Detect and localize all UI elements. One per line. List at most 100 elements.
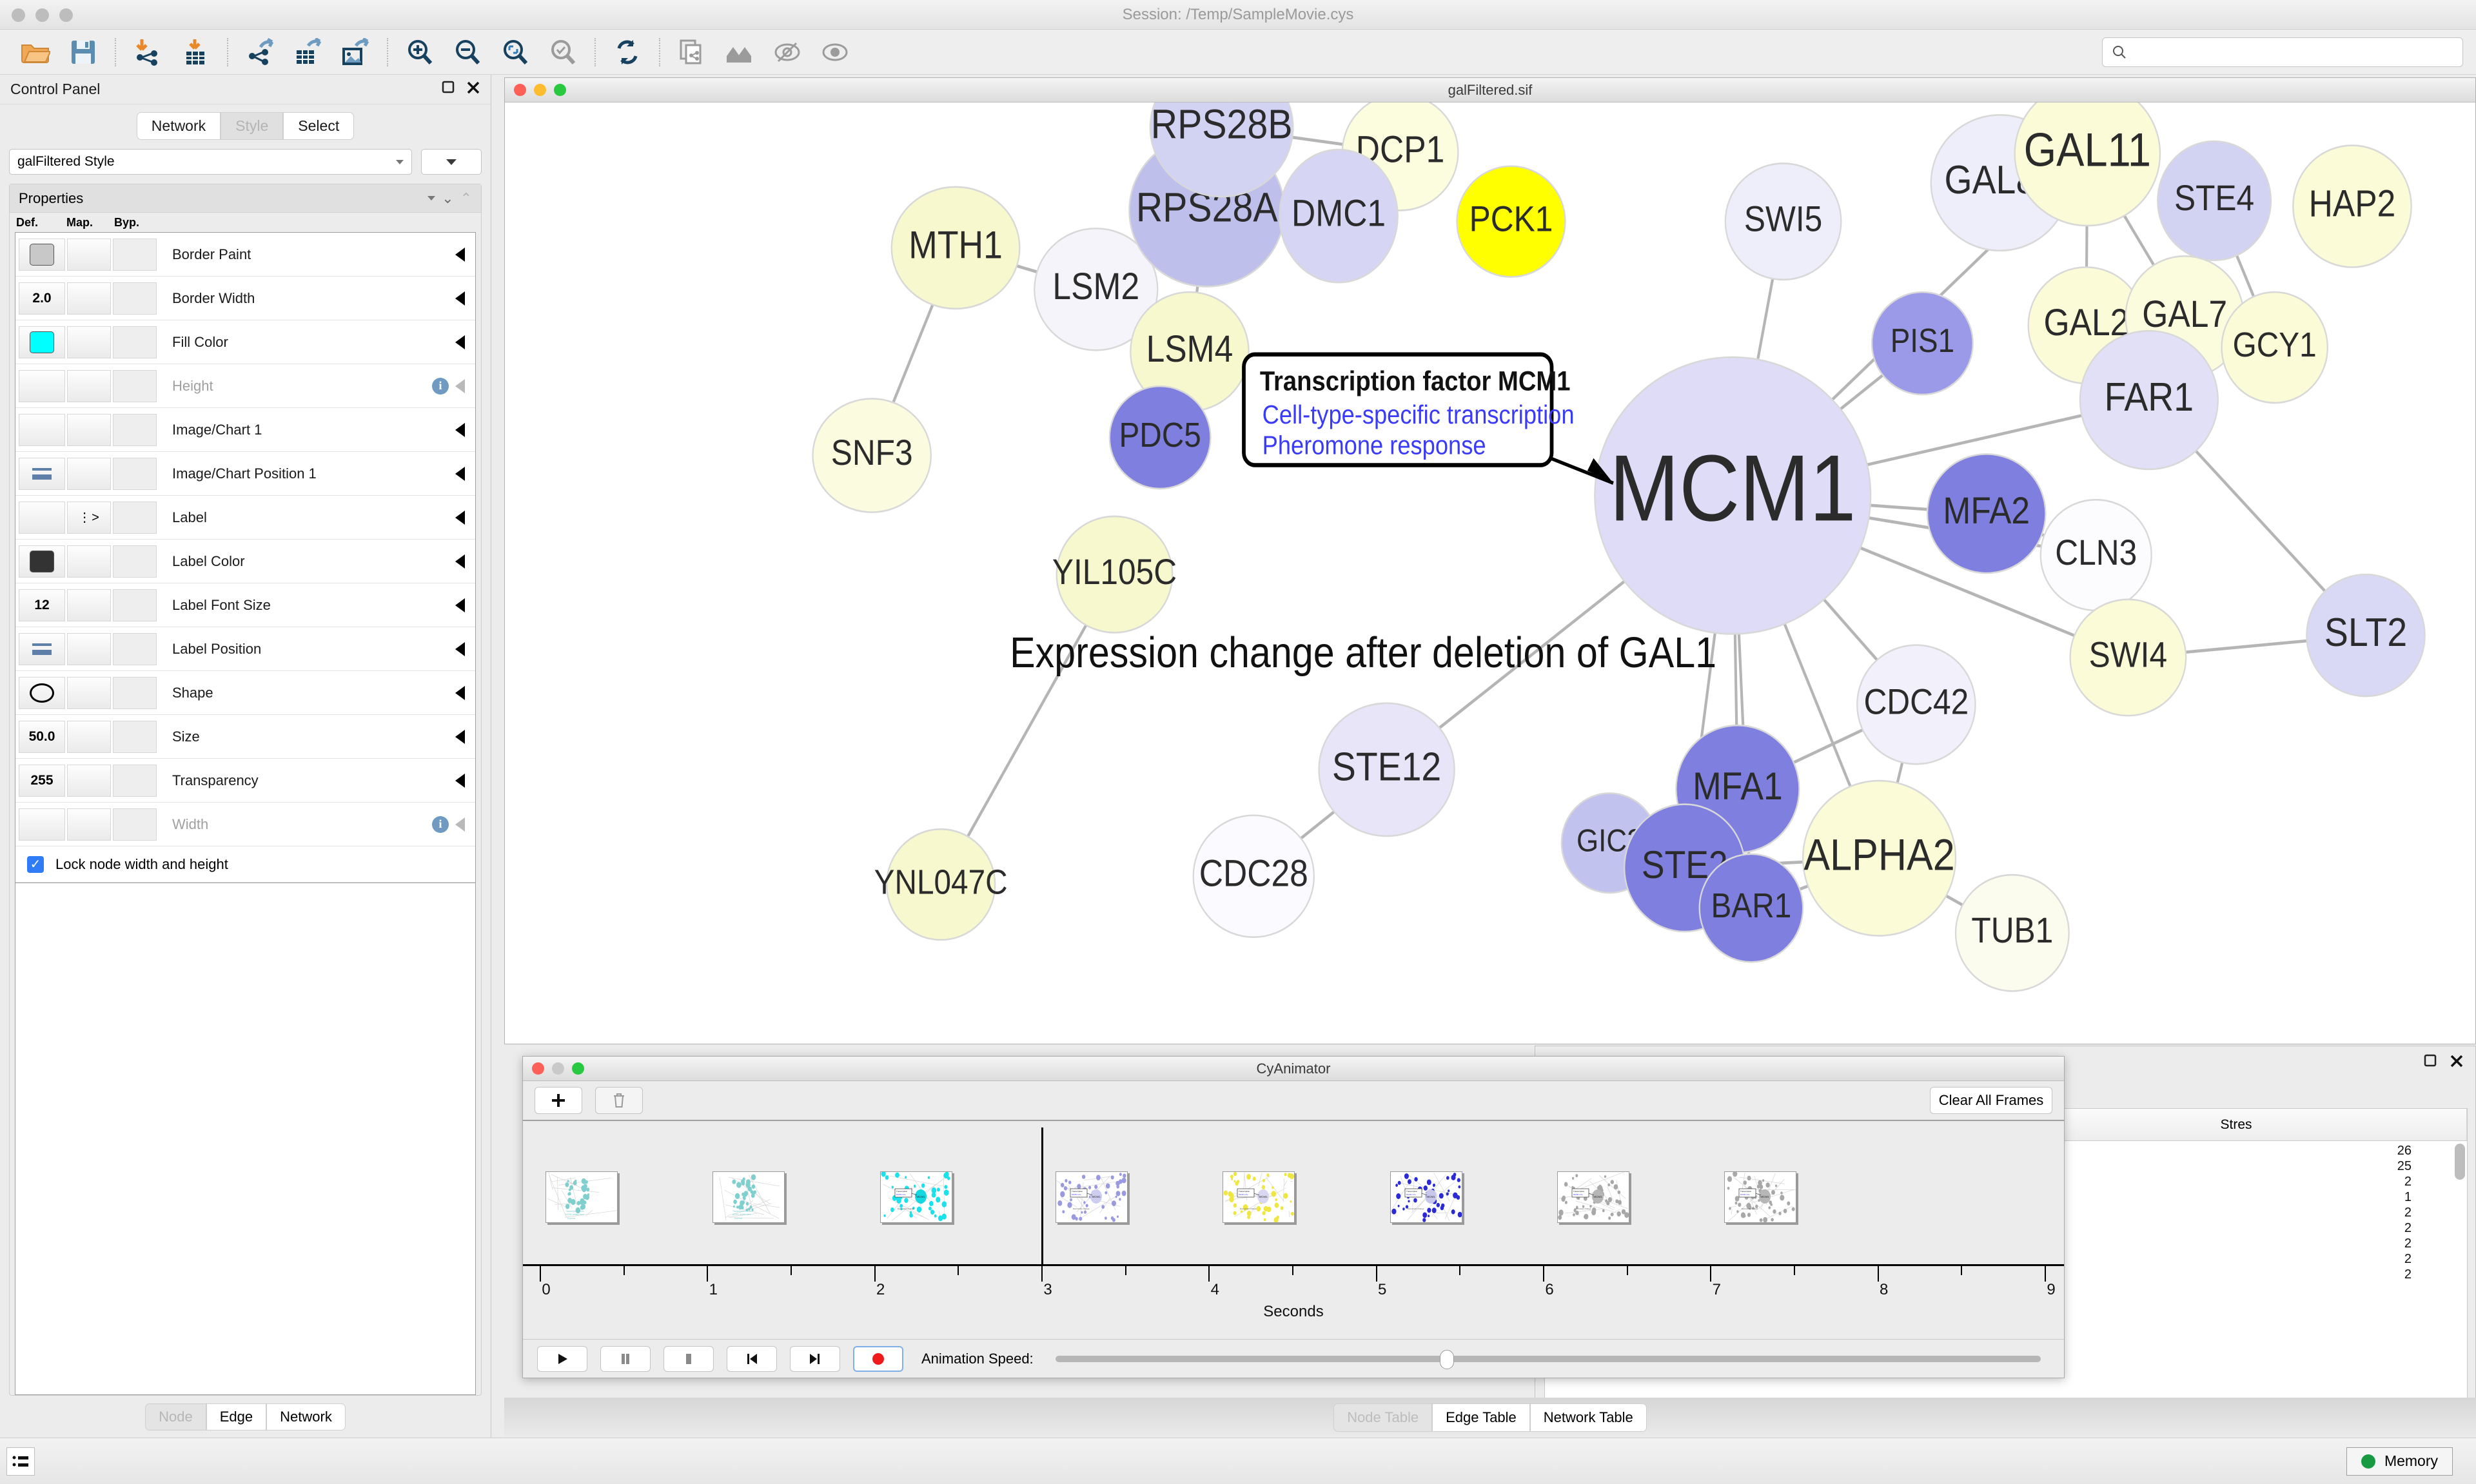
zoom-fit-icon[interactable]	[496, 34, 534, 71]
network-edge[interactable]	[939, 573, 1116, 886]
network-canvas[interactable]: MTH1 SNF3 LSM2 LSM4 RPS28A RPS28B DCP1 DMC1 PCK1…	[505, 103, 2475, 1044]
tab-node-table[interactable]: Node Table	[1333, 1403, 1433, 1432]
mapping-cell[interactable]	[67, 676, 111, 709]
column-header-stress[interactable]: Stres	[2006, 1109, 2467, 1140]
table-row[interactable]: 2	[1545, 1175, 2467, 1190]
expand-arrow-icon[interactable]	[455, 641, 465, 656]
default-value-cell[interactable]: 12	[19, 589, 65, 621]
expand-all-icon[interactable]: ⌄	[442, 190, 454, 206]
export-image-icon[interactable]	[337, 34, 374, 71]
mapping-cell[interactable]	[67, 457, 111, 490]
network-node[interactable]: CDC42	[1856, 644, 1976, 765]
first-neighbors-icon[interactable]	[721, 34, 758, 71]
mapping-cell[interactable]	[67, 632, 111, 665]
network-node[interactable]: PDC5	[1108, 385, 1212, 490]
table-row[interactable]: 1	[1545, 1190, 2467, 1206]
table-row[interactable]: Image/Chart Position 1	[15, 452, 475, 496]
network-close-button[interactable]	[514, 84, 526, 96]
network-node[interactable]: LSM4	[1130, 291, 1250, 413]
table-row[interactable]: Fill Color	[15, 320, 475, 364]
mapping-cell[interactable]	[67, 764, 111, 797]
table-row[interactable]: 25	[1545, 1159, 2467, 1175]
memory-status-button[interactable]: Memory	[2346, 1447, 2453, 1476]
slider-thumb[interactable]	[1439, 1349, 1454, 1369]
hide-selected-icon[interactable]	[769, 34, 806, 71]
network-node[interactable]: YIL105C	[1052, 515, 1177, 634]
network-node[interactable]: YNL047C	[874, 828, 1008, 941]
timeline-frame-thumbnail[interactable]: Transcription factor MCM1 details here Exp…	[545, 1171, 618, 1223]
default-value-cell[interactable]	[19, 632, 65, 665]
play-button[interactable]	[537, 1345, 587, 1372]
stop-button[interactable]	[663, 1345, 714, 1372]
info-icon[interactable]: i	[432, 377, 449, 395]
add-frame-button[interactable]	[535, 1087, 582, 1114]
default-value-cell[interactable]	[19, 457, 65, 490]
delete-frame-button[interactable]	[595, 1087, 643, 1114]
bypass-cell[interactable]	[113, 764, 157, 797]
zoom-in-icon[interactable]	[401, 34, 438, 71]
network-node[interactable]: TUB1	[1954, 874, 2070, 992]
search-input-container[interactable]	[2102, 37, 2463, 67]
import-table-icon[interactable]	[177, 34, 214, 71]
mapping-cell[interactable]: ⋮>	[67, 501, 111, 534]
close-window-button[interactable]	[12, 8, 25, 22]
network-node[interactable]: SLT2	[2306, 573, 2426, 698]
style-options-menu-button[interactable]	[421, 149, 482, 175]
table-row[interactable]: 2	[1545, 1221, 2467, 1236]
mapping-cell[interactable]	[67, 282, 111, 315]
network-node[interactable]: FAR1	[2079, 329, 2219, 471]
import-network-icon[interactable]	[129, 34, 166, 71]
network-node[interactable]: SWI4	[2069, 598, 2187, 717]
tab-node[interactable]: Node	[145, 1403, 206, 1430]
network-node[interactable]: MCM1	[1594, 356, 1872, 635]
expand-arrow-icon[interactable]	[455, 729, 465, 744]
table-row[interactable]: 50.0 Size	[15, 715, 475, 759]
expand-arrow-icon[interactable]	[455, 291, 465, 306]
timeline-frame-thumbnail[interactable]: MCM1 Transcription MCM1 info Expression cha…	[879, 1171, 952, 1223]
mapping-cell[interactable]	[67, 413, 111, 446]
clear-all-frames-button[interactable]: Clear All Frames	[1930, 1087, 2052, 1114]
table-row[interactable]: Shape	[15, 671, 475, 715]
tab-edge[interactable]: Edge	[206, 1403, 267, 1430]
bypass-cell[interactable]	[113, 589, 157, 621]
search-input[interactable]	[2134, 44, 2462, 60]
record-button[interactable]	[853, 1345, 903, 1372]
tab-network-style[interactable]: Network	[266, 1403, 346, 1430]
timeline-frame-thumbnail[interactable]: MCM1 Transcription MCM1 info Expression cha…	[1055, 1171, 1128, 1223]
timeline-frame-thumbnail[interactable]: MCM1 Transcription MCM1 info Expression cha…	[1390, 1171, 1462, 1223]
network-node[interactable]: GCY1	[2221, 291, 2328, 404]
close-panel-icon[interactable]	[466, 81, 480, 98]
bypass-cell[interactable]	[113, 326, 157, 358]
new-network-from-selection-icon[interactable]	[673, 34, 711, 71]
pause-button[interactable]	[600, 1345, 651, 1372]
scrollbar-thumb[interactable]	[2455, 1144, 2465, 1180]
lock-width-height-row[interactable]: ✓ Lock node width and height	[15, 846, 475, 883]
network-node[interactable]: SNF3	[812, 398, 932, 513]
network-node[interactable]: MTH1	[890, 186, 1021, 310]
bypass-cell[interactable]	[113, 501, 157, 534]
table-row[interactable]: 2	[1545, 1236, 2467, 1252]
cyanimator-maximize-button[interactable]	[572, 1062, 584, 1075]
bypass-cell[interactable]	[113, 720, 157, 753]
network-node[interactable]: SWI5	[1724, 162, 1842, 281]
tab-style[interactable]: Style	[221, 112, 284, 140]
animation-speed-slider[interactable]	[1055, 1349, 2041, 1369]
default-value-cell[interactable]: 50.0	[19, 720, 65, 753]
expand-arrow-icon[interactable]	[455, 773, 465, 788]
style-select[interactable]: galFiltered Style	[9, 149, 412, 175]
expand-arrow-icon[interactable]	[455, 422, 465, 437]
bypass-cell[interactable]	[113, 676, 157, 709]
network-node[interactable]: HAP2	[2292, 144, 2412, 268]
default-value-cell[interactable]	[19, 238, 65, 271]
expand-arrow-icon[interactable]	[455, 554, 465, 569]
table-row[interactable]: Border Paint	[15, 233, 475, 277]
network-node[interactable]: STE12	[1318, 702, 1455, 837]
table-row[interactable]: 26	[1545, 1144, 2467, 1159]
expand-arrow-icon[interactable]	[455, 247, 465, 262]
expand-arrow-icon[interactable]	[455, 335, 465, 349]
zoom-selected-icon[interactable]	[544, 34, 582, 71]
save-icon[interactable]	[64, 34, 102, 71]
network-window-traffic-lights[interactable]	[514, 84, 566, 96]
cyanimator-timeline[interactable]: Transcription factor MCM1 details here Exp…	[523, 1121, 2064, 1320]
mapping-cell[interactable]	[67, 326, 111, 358]
